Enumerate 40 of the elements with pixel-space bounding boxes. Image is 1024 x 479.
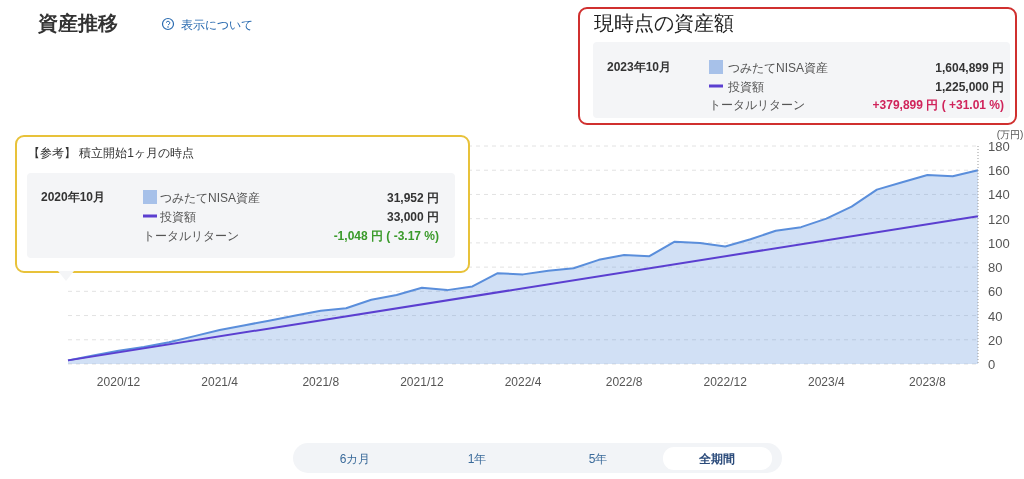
y-tick-label: 100: [988, 235, 1010, 251]
x-tick-label: 2023/4: [807, 375, 846, 389]
annotation: 【参考】 積立開始1ヶ月の時点: [28, 146, 195, 160]
y-tick-label: 0: [988, 357, 996, 372]
y-tick-label: 160: [988, 163, 1010, 179]
x-tick-label: 2022/12: [703, 375, 748, 389]
y-tick-label: 60: [988, 284, 1003, 300]
text: 6カ月: [339, 452, 371, 466]
text: 1,225,000 円: [935, 80, 1004, 94]
text: 現時点の資産額: [594, 12, 734, 34]
text: トータルリターン: [709, 98, 805, 112]
annotation: 2020年10月: [41, 190, 106, 204]
text: 2023年10月: [607, 60, 672, 74]
annotation: 33,000 円: [386, 210, 439, 224]
y-tick-label: 20: [988, 332, 1003, 348]
text: 全期間: [698, 452, 735, 466]
chart-title: 資産推移: [37, 12, 118, 34]
annotation: -1,048 円 ( -3.17 %): [333, 229, 439, 243]
text: +379,899 円 ( +31.01 %): [872, 98, 1004, 112]
x-tick-label: 2022/4: [504, 375, 542, 389]
y-tick-label: 120: [988, 211, 1010, 227]
y-tick-label: 80: [988, 260, 1003, 276]
x-tick-label: 2021/12: [400, 375, 444, 389]
y-axis-title: (万円): [996, 129, 1024, 140]
legend-label: つみたてNISA資産: [160, 191, 261, 205]
text: 1,604,899 円: [935, 61, 1004, 75]
x-tick-label: 2022/8: [605, 375, 643, 389]
text: 1年: [467, 452, 487, 466]
text: 5年: [588, 452, 608, 466]
x-tick-label: 2021/8: [302, 375, 340, 389]
x-tick-label: 2020/12: [96, 375, 141, 389]
x-tick-label: 2023/8: [909, 375, 947, 389]
annotation: 31,952 円: [386, 191, 439, 205]
text: 表示について: [181, 18, 253, 32]
y-tick-label: 140: [988, 187, 1010, 203]
x-tick-label: 2021/4: [201, 375, 239, 389]
legend-label: 投資額: [159, 210, 196, 224]
y-tick-label: 180: [988, 139, 1010, 154]
annotation: トータルリターン: [143, 229, 239, 243]
y-tick-label: 40: [988, 308, 1003, 324]
